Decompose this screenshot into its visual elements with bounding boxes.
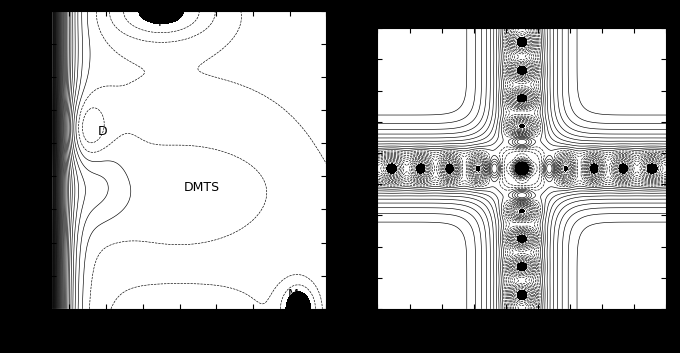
Text: P: P bbox=[157, 16, 165, 29]
Text: DMTS: DMTS bbox=[184, 181, 220, 195]
Text: D: D bbox=[98, 125, 107, 138]
Y-axis label: φ: φ bbox=[27, 147, 35, 160]
X-axis label: α ₁: α ₁ bbox=[180, 327, 197, 340]
Text: M: M bbox=[288, 288, 299, 301]
X-axis label: θ ₁: θ ₁ bbox=[513, 327, 530, 340]
Y-axis label: θ ₂: θ ₂ bbox=[339, 156, 356, 169]
